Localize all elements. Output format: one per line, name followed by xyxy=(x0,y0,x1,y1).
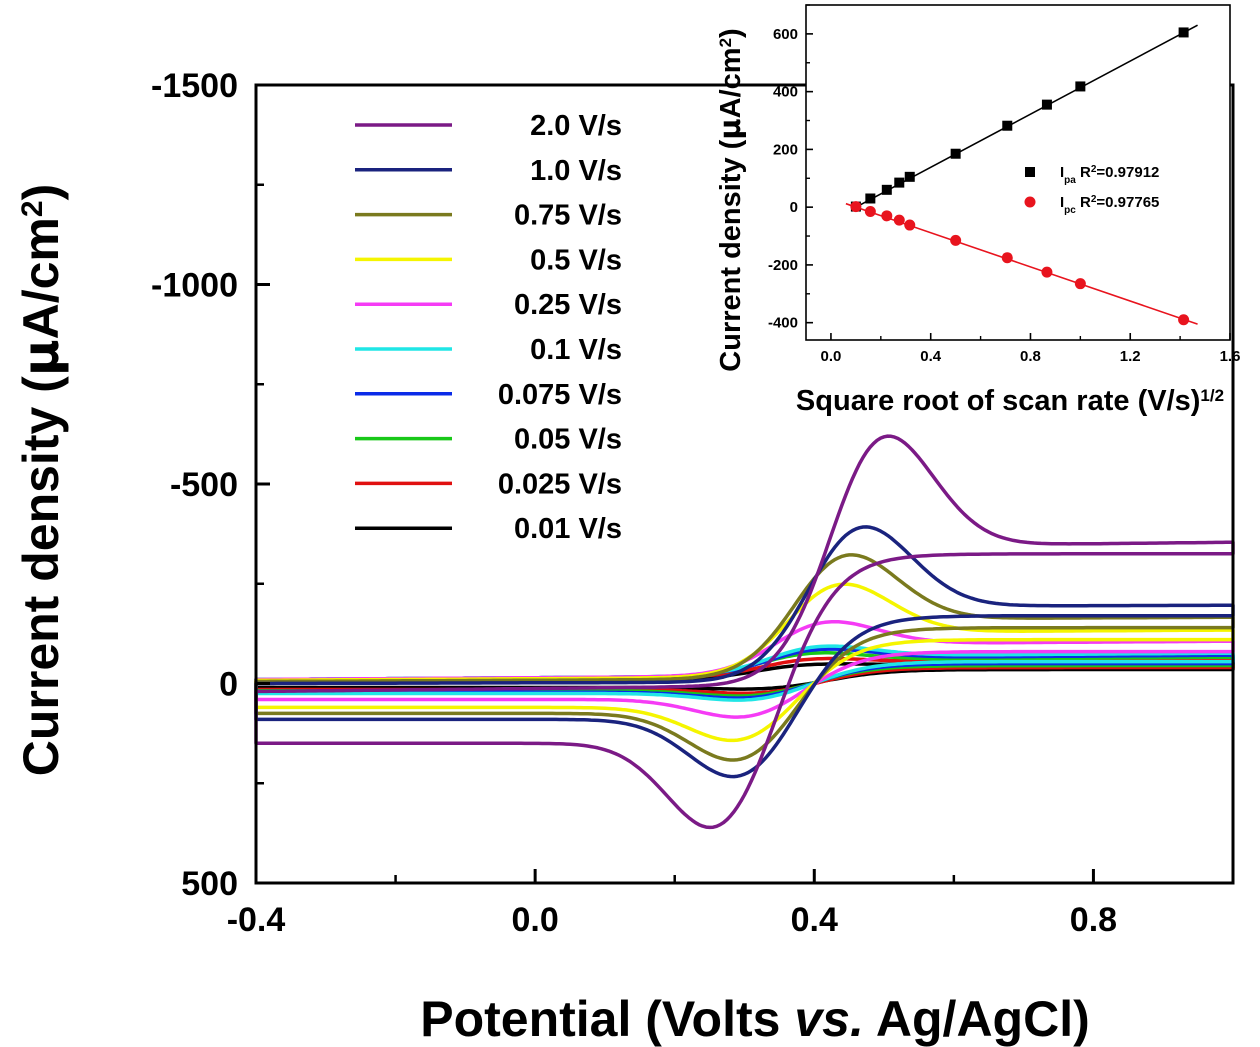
main-y-ticks: -1500 -1000 -500 0 500 xyxy=(151,67,270,903)
legend-label-1-0-v-s: 1.0 V/s xyxy=(530,155,622,187)
main-y-tick-label: 500 xyxy=(181,865,238,903)
legend-label-2-0-v-s: 2.0 V/s xyxy=(530,110,622,142)
legend-label-0-5-v-s: 0.5 V/s xyxy=(530,244,622,276)
main-chart: -1500 -1000 -500 0 500 -0.4 0.0 0.4 0.8 2.0 V/s… xyxy=(12,67,1235,1047)
inset-y-ticks: -400 -200 0 200 400 600 xyxy=(768,4,813,332)
inset-point-ipc xyxy=(1178,314,1190,326)
main-y-axis-title: Current density (µA/cm2) xyxy=(12,184,70,776)
main-x-ticks: -0.4 0.0 0.4 0.8 xyxy=(227,869,1117,939)
inset-point-ipa xyxy=(904,171,915,182)
inset-point-ipc xyxy=(904,219,916,231)
inset-y-tick-label: -200 xyxy=(768,257,798,274)
inset-point-ipc xyxy=(1041,266,1053,278)
main-x-tick-label: -0.4 xyxy=(227,901,286,939)
main-legend: 2.0 V/s 1.0 V/s 0.75 V/s 0.5 V/s 0.25 V/s 0.1… xyxy=(355,110,622,545)
main-x-tick-label: 0.8 xyxy=(1070,901,1117,939)
inset-y-tick-label: 200 xyxy=(773,141,798,158)
inset-point-ipc xyxy=(1074,278,1086,290)
main-curves xyxy=(254,434,1235,830)
legend-label-0-075-v-s: 0.075 V/s xyxy=(498,379,622,411)
inset-point-ipa xyxy=(881,184,892,195)
inset-point-ipa xyxy=(1075,81,1086,92)
main-y-tick-label: 0 xyxy=(219,666,238,704)
main-y-tick-label: -500 xyxy=(170,466,238,504)
inset-x-tick-label: 0.8 xyxy=(1020,348,1041,365)
main-x-tick-label: 0.0 xyxy=(512,901,559,939)
legend-label-0-05-v-s: 0.05 V/s xyxy=(514,424,622,456)
inset-point-ipc xyxy=(950,234,962,246)
inset-point-ipa xyxy=(950,148,961,159)
inset-background xyxy=(806,5,1230,340)
inset-point-ipc xyxy=(850,201,862,213)
inset-point-ipc xyxy=(881,210,893,222)
inset-point-ipa xyxy=(1002,120,1013,131)
inset-x-axis-title: Square root of scan rate (V/s)1/2 xyxy=(796,385,1224,417)
legend-label-0-25-v-s: 0.25 V/s xyxy=(514,289,622,321)
inset-point-ipc xyxy=(893,214,905,226)
inset-point-ipc xyxy=(864,205,876,217)
inset-legend-marker-ipa xyxy=(1025,167,1035,177)
legend-label-0-01-v-s: 0.01 V/s xyxy=(514,513,622,545)
inset-legend: Ipa R2=0.97912 Ipc R2=0.97765 xyxy=(1024,164,1159,216)
inset-x-ticks: 0.0 0.4 0.8 1.2 1.6 xyxy=(821,333,1241,365)
inset-x-tick-label: 0.4 xyxy=(920,348,942,365)
main-y-tick-label: -1500 xyxy=(151,67,238,105)
inset-plot-frame xyxy=(805,4,1231,341)
legend-label-0-75-v-s: 0.75 V/s xyxy=(514,200,622,232)
inset-point-ipa xyxy=(865,193,876,204)
inset-point-ipa xyxy=(1178,27,1189,38)
inset-legend-label-ipa: Ipa R2=0.97912 xyxy=(1060,164,1159,186)
inset-point-ipa xyxy=(1041,99,1052,110)
main-y-tick-label: -1000 xyxy=(151,267,238,305)
inset-chart: -400 -200 0 200 400 600 0.0 0.4 0.8 1.2 1.6 Ipa R… xyxy=(713,4,1241,417)
inset-point-ipc xyxy=(1001,252,1013,264)
inset-x-tick-label: 1.6 xyxy=(1220,348,1241,365)
inset-y-axis-title: Current density (µA/cm2) xyxy=(713,28,747,371)
inset-y-tick-label: 600 xyxy=(773,26,798,43)
legend-label-0-1-v-s: 0.1 V/s xyxy=(530,334,622,366)
inset-x-tick-label: 1.2 xyxy=(1120,348,1141,365)
inset-y-tick-label: 400 xyxy=(773,84,798,101)
inset-legend-marker-ipc xyxy=(1024,196,1036,208)
inset-y-tick-label: -400 xyxy=(768,315,798,332)
inset-points xyxy=(850,27,1190,326)
inset-legend-label-ipc: Ipc R2=0.97765 xyxy=(1060,194,1159,216)
main-x-axis-title: Potential (Volts vs. Ag/AgCl) xyxy=(420,991,1090,1047)
legend-label-0-025-v-s: 0.025 V/s xyxy=(498,468,622,500)
main-x-tick-label: 0.4 xyxy=(791,901,838,939)
inset-x-tick-label: 0.0 xyxy=(821,348,842,365)
inset-y-tick-label: 0 xyxy=(790,199,798,216)
inset-point-ipa xyxy=(894,177,905,188)
